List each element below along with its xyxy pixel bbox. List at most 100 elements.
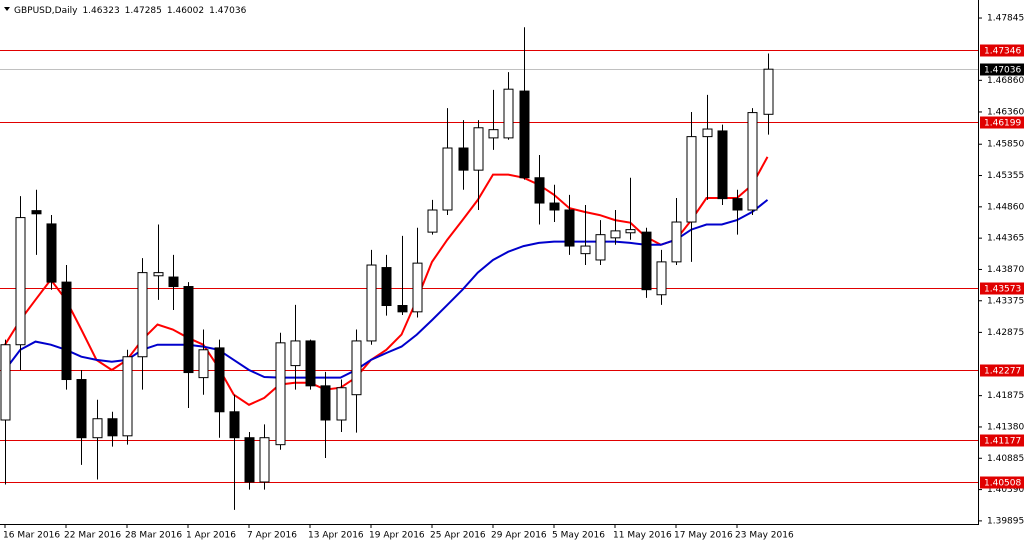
candle-body xyxy=(412,262,423,313)
candle-body xyxy=(671,221,682,263)
y-tick-label: 1.40885 xyxy=(987,454,1024,464)
candle-body xyxy=(183,286,194,374)
current-price-box xyxy=(980,63,1024,76)
x-tick-label: 17 May 2016 xyxy=(674,531,733,541)
candle-body xyxy=(427,209,438,233)
y-tick-label: 1.43375 xyxy=(987,296,1024,306)
y-tick-label: 1.45850 xyxy=(987,140,1024,150)
level-label-box xyxy=(980,44,1024,57)
level-label: 1.47346 xyxy=(984,47,1021,57)
x-tick-label: 5 May 2016 xyxy=(552,531,605,541)
candle-body xyxy=(320,385,331,421)
candle-body xyxy=(397,305,408,313)
candle-body xyxy=(625,229,636,234)
candle-body xyxy=(534,177,545,204)
labels: 1.47845 1.46860 1.46360 1.45850 1.45355 1.448… xyxy=(3,14,1024,541)
close-value: 1.47036 xyxy=(209,6,246,16)
candle-body xyxy=(580,245,591,255)
level-label-box xyxy=(980,364,1024,377)
x-tick-label: 28 Mar 2016 xyxy=(125,531,182,541)
candle-body xyxy=(259,437,270,483)
candle-body xyxy=(641,231,652,291)
x-tick-label: 22 Mar 2016 xyxy=(64,531,121,541)
candle-body xyxy=(76,379,87,439)
candle-body xyxy=(442,147,453,211)
x-tick-label: 23 May 2016 xyxy=(735,531,794,541)
high-value: 1.47285 xyxy=(125,6,162,16)
y-tick-label: 1.40390 xyxy=(987,485,1024,495)
y-tick-label: 1.42875 xyxy=(987,328,1024,338)
candle-body xyxy=(153,272,164,277)
y-tick-label: 1.46360 xyxy=(987,107,1024,117)
x-tick-label: 11 May 2016 xyxy=(613,531,672,541)
candle-body xyxy=(564,209,575,247)
candle-body xyxy=(458,147,469,171)
x-tick-label: 7 Apr 2016 xyxy=(247,531,297,541)
x-tick-label: 29 Apr 2016 xyxy=(491,531,547,541)
level-label: 1.46199 xyxy=(984,119,1021,129)
candle-body xyxy=(244,437,255,483)
current-price-label: 1.47036 xyxy=(984,66,1021,76)
candle-body xyxy=(503,88,514,139)
y-tick-label: 1.46860 xyxy=(987,76,1024,86)
y-tick-label: 1.41875 xyxy=(987,391,1024,401)
candle-body xyxy=(747,112,758,211)
y-tick-label: 1.47845 xyxy=(987,14,1024,24)
y-tick-label: 1.44860 xyxy=(987,202,1024,212)
candle-body xyxy=(763,68,774,115)
level-label: 1.41177 xyxy=(984,437,1021,447)
candle-body xyxy=(275,342,286,446)
symbol: GBPUSD,Daily xyxy=(14,6,78,16)
candle-body xyxy=(381,267,392,307)
candle-body xyxy=(46,223,57,283)
candle-body xyxy=(595,234,606,261)
candle-body xyxy=(702,128,713,138)
y-tick-label: 1.41380 xyxy=(987,422,1024,432)
candle-body xyxy=(519,90,530,179)
level-label-box xyxy=(980,434,1024,447)
candle-body xyxy=(168,276,179,288)
candle-body xyxy=(305,340,316,387)
x-tick-label: 1 Apr 2016 xyxy=(186,531,236,541)
level-label: 1.42277 xyxy=(984,367,1021,377)
y-tick-label: 1.45355 xyxy=(987,171,1024,181)
candle-body xyxy=(610,230,621,239)
candle-body xyxy=(107,418,118,437)
x-tick-label: 19 Apr 2016 xyxy=(369,531,425,541)
candle-body xyxy=(214,347,225,413)
candle-body xyxy=(549,202,560,211)
candle-body xyxy=(15,217,26,346)
level-label-box xyxy=(980,282,1024,295)
candle-body xyxy=(473,127,484,171)
candle-body xyxy=(717,130,728,200)
level-label-box xyxy=(980,476,1024,489)
plot-area xyxy=(0,27,978,510)
candle-body xyxy=(686,136,697,223)
y-tick-label: 1.43870 xyxy=(987,265,1024,275)
x-tick-label: 25 Apr 2016 xyxy=(430,531,486,541)
candle-body xyxy=(122,356,133,437)
level-label: 1.40508 xyxy=(984,479,1021,489)
x-tick-label: 13 Apr 2016 xyxy=(308,531,364,541)
level-label-box xyxy=(980,116,1024,129)
candle-body xyxy=(229,411,240,439)
candle-body xyxy=(290,340,301,367)
y-tick-label: 1.44365 xyxy=(987,234,1024,244)
candle-body xyxy=(198,349,209,379)
candle-body xyxy=(351,340,362,396)
candle-body xyxy=(92,418,103,439)
candle-body xyxy=(137,272,148,358)
open-value: 1.46323 xyxy=(82,6,119,16)
candle-body xyxy=(656,261,667,296)
candle-body xyxy=(732,198,743,211)
candle-body xyxy=(488,129,499,139)
candle-body xyxy=(0,344,11,421)
candle-body xyxy=(31,210,42,215)
header-arrow xyxy=(4,7,10,11)
level-label: 1.43573 xyxy=(984,285,1021,295)
y-tick-label: 1.39895 xyxy=(987,516,1024,526)
header-bg xyxy=(0,2,222,18)
candle-body xyxy=(336,387,347,421)
moving-average-line xyxy=(4,156,769,406)
